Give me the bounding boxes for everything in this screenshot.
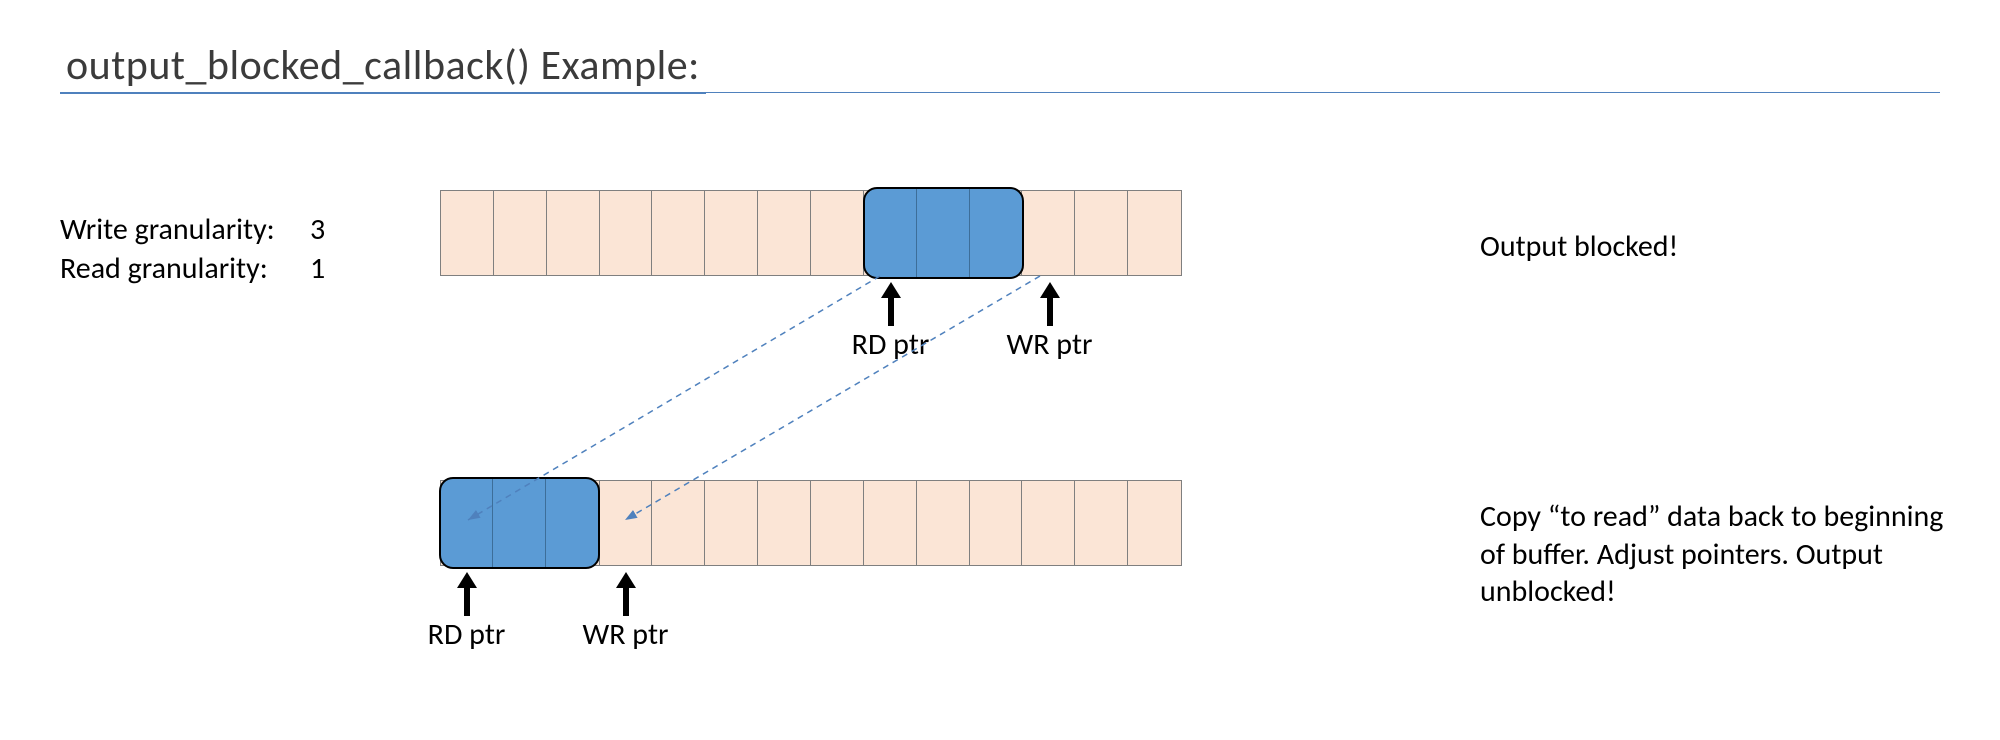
buffer-cell bbox=[441, 191, 494, 275]
buffer-cell bbox=[758, 481, 811, 565]
buffer-cell bbox=[600, 481, 653, 565]
buffer-cell bbox=[811, 191, 864, 275]
buffer-cell bbox=[758, 191, 811, 275]
rd-ptr-after: RD ptr bbox=[412, 572, 522, 653]
arrow-up-icon bbox=[1040, 282, 1060, 298]
block-seg bbox=[441, 479, 493, 567]
granularity-params: Write granularity:3Read granularity:1 bbox=[60, 210, 340, 288]
ptr-label: RD ptr bbox=[412, 616, 522, 653]
arrow-shaft bbox=[888, 298, 894, 326]
buffer-cell bbox=[705, 191, 758, 275]
buffer-cell bbox=[547, 191, 600, 275]
param-label: Write granularity: bbox=[60, 210, 310, 249]
arrow-up-icon bbox=[457, 572, 477, 588]
ptr-label: WR ptr bbox=[571, 616, 681, 653]
wr-ptr-after: WR ptr bbox=[571, 572, 681, 653]
param-value: 3 bbox=[310, 210, 340, 249]
arrow-shaft bbox=[464, 588, 470, 616]
buffer-cell bbox=[494, 191, 547, 275]
block-seg bbox=[546, 479, 598, 567]
param-label: Read granularity: bbox=[60, 249, 310, 288]
buffer-cell bbox=[1022, 191, 1075, 275]
buffer-cell bbox=[652, 191, 705, 275]
block-seg bbox=[493, 479, 545, 567]
arrow-shaft bbox=[1047, 298, 1053, 326]
buffer-cell bbox=[917, 481, 970, 565]
param-row: Write granularity:3 bbox=[60, 210, 340, 249]
param-value: 1 bbox=[310, 249, 340, 288]
block-seg bbox=[865, 189, 917, 277]
block-seg bbox=[917, 189, 969, 277]
copy-arrows bbox=[0, 0, 2000, 740]
title-rule bbox=[60, 92, 1940, 93]
buffer-cell bbox=[705, 481, 758, 565]
block-seg bbox=[970, 189, 1022, 277]
wr-ptr-before: WR ptr bbox=[995, 282, 1105, 363]
diagram-title: output_blocked_callback() Example: bbox=[60, 40, 706, 94]
buffer-cell bbox=[1022, 481, 1075, 565]
buffer-cell bbox=[1128, 191, 1181, 275]
ptr-label: WR ptr bbox=[995, 326, 1105, 363]
buffer-before bbox=[440, 190, 1182, 276]
buffer-cell bbox=[864, 481, 917, 565]
buffer-cell bbox=[600, 191, 653, 275]
ptr-label: RD ptr bbox=[836, 326, 946, 363]
buffer-cell bbox=[1075, 191, 1128, 275]
buffer-cell bbox=[1128, 481, 1181, 565]
buffer-cell bbox=[811, 481, 864, 565]
arrow-up-icon bbox=[616, 572, 636, 588]
buffer-cell bbox=[1075, 481, 1128, 565]
data-block-before bbox=[863, 187, 1024, 279]
data-block-after bbox=[439, 477, 600, 569]
note-output-blocked: Output blocked! bbox=[1480, 228, 1950, 266]
arrow-up-icon bbox=[881, 282, 901, 298]
note-copy-back: Copy “to read” data back to beginning of… bbox=[1480, 498, 1950, 611]
buffer-cell bbox=[652, 481, 705, 565]
title-wrap: output_blocked_callback() Example: bbox=[60, 40, 1940, 94]
param-row: Read granularity:1 bbox=[60, 249, 340, 288]
arrow-shaft bbox=[623, 588, 629, 616]
buffer-cell bbox=[970, 481, 1023, 565]
rd-ptr-before: RD ptr bbox=[836, 282, 946, 363]
